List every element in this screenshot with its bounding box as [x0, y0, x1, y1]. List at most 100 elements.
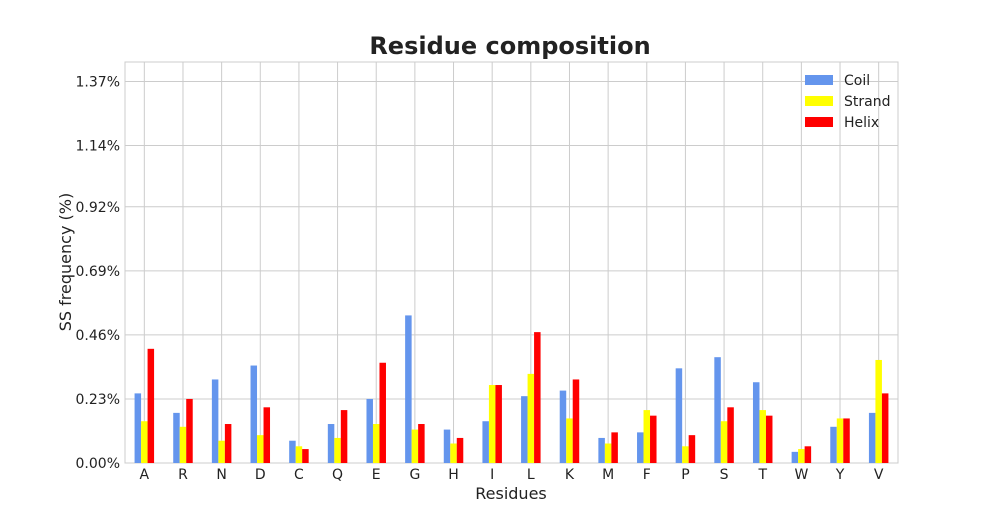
grid — [125, 62, 898, 464]
bar-helix-A — [147, 348, 155, 463]
bar-strand-A — [141, 421, 148, 463]
x-tick-label: W — [794, 467, 808, 483]
legend-swatch-coil — [805, 75, 833, 85]
y-tick-label: 1.37% — [76, 74, 120, 90]
bar-strand-W — [798, 449, 805, 463]
bar-helix-F — [650, 415, 657, 463]
bar-strand-S — [720, 421, 728, 463]
x-tick-label: S — [720, 467, 729, 483]
bar-coil-C — [289, 440, 296, 463]
x-tick-label: Y — [835, 467, 845, 483]
bar-strand-R — [179, 426, 187, 463]
bar-helix-C — [302, 449, 309, 463]
y-tick-label: 0.23% — [76, 392, 120, 408]
bar-helix-G — [418, 424, 425, 463]
bar-helix-V — [881, 393, 889, 463]
x-tick-label: E — [372, 467, 381, 483]
bar-strand-V — [875, 359, 882, 463]
bar-coil-R — [173, 412, 180, 463]
bar-coil-F — [637, 432, 644, 463]
legend: Coil Strand Helix — [805, 73, 890, 131]
bar-strand-L — [527, 373, 535, 463]
bar-strand-G — [411, 429, 419, 463]
bar-helix-P — [688, 435, 696, 463]
x-tick-label: D — [255, 467, 266, 483]
bar-coil-W — [791, 451, 799, 463]
y-tick-label: 0.00% — [76, 456, 120, 472]
x-tick-label: N — [216, 467, 226, 483]
bar-strand-M — [604, 443, 612, 463]
bar-strand-T — [759, 410, 766, 463]
bar-helix-D — [263, 407, 271, 463]
y-tick-label: 1.14% — [76, 139, 120, 155]
x-tick-label: I — [490, 467, 494, 483]
chart-title: Residue composition — [369, 32, 650, 60]
bar-strand-H — [450, 443, 457, 463]
x-axis-label: Residues — [475, 484, 547, 503]
legend-swatch-strand — [805, 96, 833, 106]
bar-helix-I — [495, 385, 502, 463]
bar-helix-K — [572, 379, 580, 463]
x-tick-label: C — [294, 467, 304, 483]
bar-coil-V — [868, 412, 876, 463]
bar-coil-Y — [830, 426, 837, 463]
x-tick-label: F — [643, 467, 651, 483]
x-tick-label: M — [602, 467, 614, 483]
x-tick-label: L — [527, 467, 535, 483]
bar-coil-D — [250, 365, 258, 463]
bar-coil-T — [752, 382, 760, 463]
bar-coil-A — [134, 393, 142, 463]
bar-helix-N — [224, 424, 232, 463]
legend-label-coil: Coil — [844, 73, 870, 89]
y-tick-label: 0.46% — [76, 328, 120, 344]
bar-coil-E — [366, 398, 373, 463]
x-tick-label: Q — [332, 467, 343, 483]
plot-frame — [124, 61, 899, 464]
bar-strand-P — [682, 446, 689, 463]
x-tick-label: V — [874, 467, 884, 483]
bar-helix-T — [765, 415, 773, 463]
bar-strand-F — [643, 410, 651, 463]
bar-coil-K — [559, 390, 567, 463]
bar-coil-N — [211, 379, 219, 463]
bar-coil-L — [521, 396, 528, 463]
x-tick-label: P — [681, 467, 689, 483]
legend-label-strand: Strand — [844, 94, 890, 110]
y-axis-label: SS frequency (%) — [56, 193, 75, 331]
legend-label-helix: Helix — [844, 115, 879, 131]
bar-coil-I — [482, 421, 489, 463]
y-tick-label: 0.69% — [76, 264, 120, 280]
bar-helix-Y — [843, 418, 850, 463]
bar-helix-M — [611, 432, 618, 463]
bar-coil-M — [598, 437, 605, 463]
bar-strand-N — [218, 440, 225, 463]
bar-strand-I — [488, 385, 496, 463]
bars — [134, 315, 889, 463]
bar-strand-Q — [334, 437, 341, 463]
x-tick-label: T — [757, 467, 767, 483]
bar-coil-G — [405, 315, 412, 463]
y-axis-ticks: 0.00% 0.23% 0.46% 0.69% 0.92% 1.14% 1.37% — [76, 74, 120, 472]
bar-helix-H — [456, 437, 464, 463]
y-tick-label: 0.92% — [76, 200, 120, 216]
bar-helix-E — [379, 362, 386, 463]
bar-strand-E — [372, 424, 380, 463]
x-tick-label: A — [140, 467, 150, 483]
bar-strand-K — [566, 418, 573, 463]
bar-coil-H — [443, 429, 451, 463]
bar-coil-Q — [327, 424, 335, 463]
bar-strand-Y — [836, 418, 844, 463]
bar-strand-C — [295, 446, 303, 463]
bar-strand-D — [257, 435, 264, 463]
x-tick-label: H — [448, 467, 459, 483]
bar-helix-W — [804, 446, 812, 463]
bar-helix-Q — [340, 410, 348, 463]
x-tick-label: K — [565, 467, 575, 483]
x-tick-label: R — [178, 467, 188, 483]
bar-coil-S — [714, 357, 721, 463]
bar-coil-P — [675, 368, 683, 463]
x-tick-label: G — [409, 467, 420, 483]
bar-helix-S — [727, 407, 734, 463]
